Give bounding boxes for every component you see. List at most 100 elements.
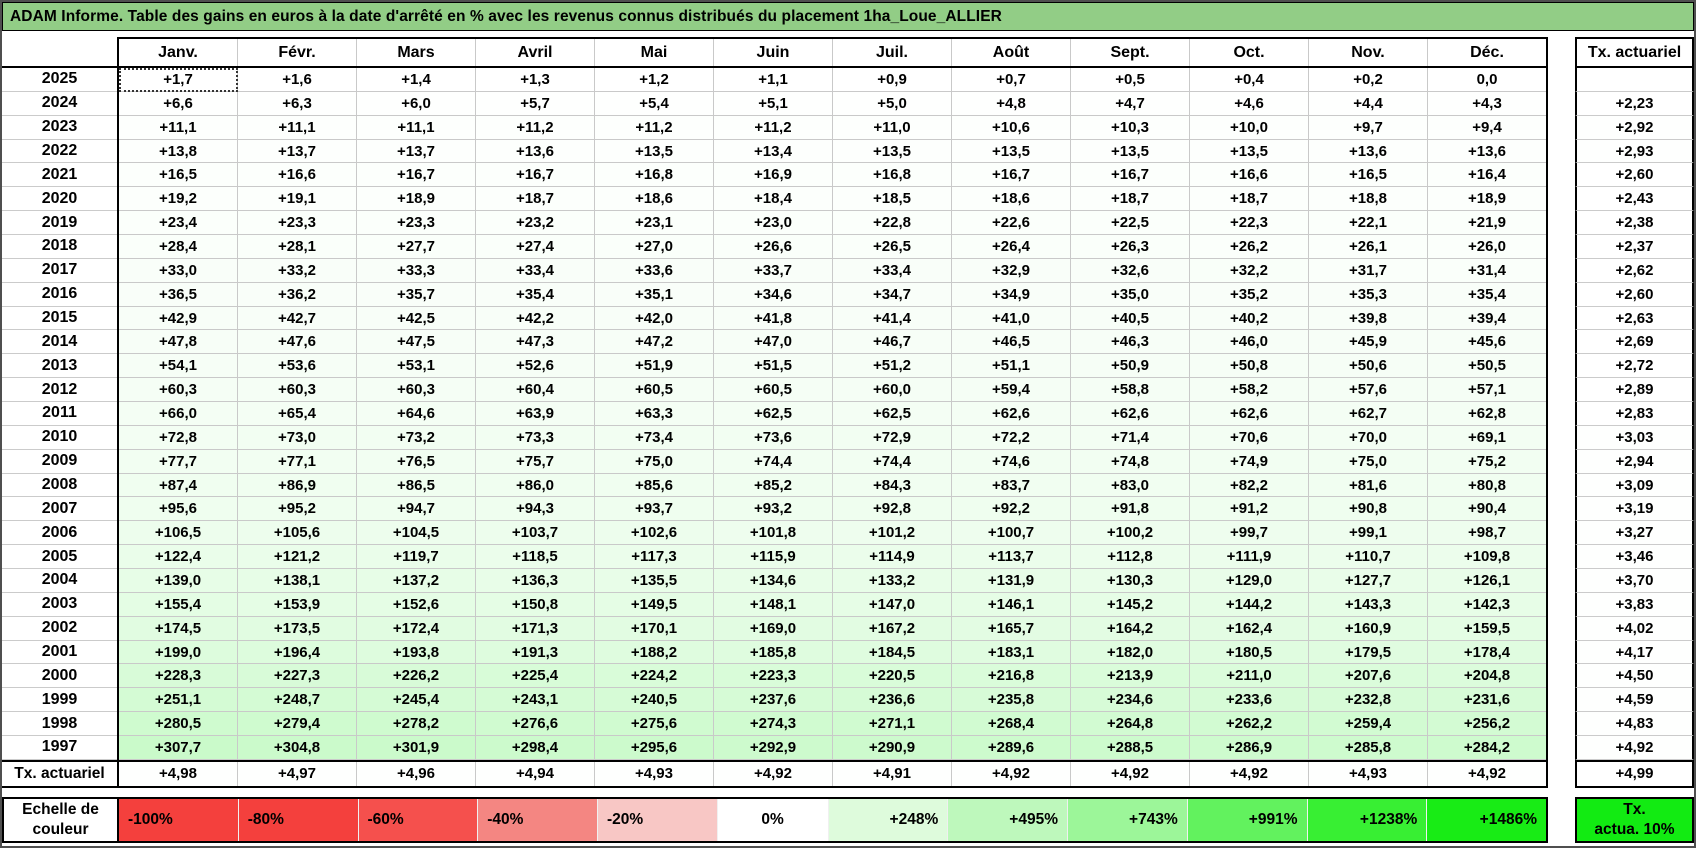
cell-2012-août[interactable]: +59,4 xyxy=(952,378,1071,403)
year-label-2006[interactable]: 2006 xyxy=(2,521,117,546)
cell-2013-sept[interactable]: +50,9 xyxy=(1071,354,1190,379)
cell-2014-août[interactable]: +46,5 xyxy=(952,330,1071,355)
cell-2017-juin[interactable]: +33,7 xyxy=(714,258,833,283)
cell-1997-nov[interactable]: +285,8 xyxy=(1309,736,1428,760)
cell-2006-janv[interactable]: +106,5 xyxy=(119,521,238,546)
footer-cell-juil[interactable]: +4,91 xyxy=(833,761,952,786)
cell-2017-nov[interactable]: +31,7 xyxy=(1309,258,1428,283)
cell-2015-mai[interactable]: +42,0 xyxy=(595,306,714,331)
cell-2012-déc[interactable]: +57,1 xyxy=(1428,378,1546,403)
cell-2004-mars[interactable]: +137,2 xyxy=(357,569,476,593)
year-label-2010[interactable]: 2010 xyxy=(2,425,117,450)
cell-2007-mars[interactable]: +94,7 xyxy=(357,497,476,522)
cell-2021-nov[interactable]: +16,5 xyxy=(1309,163,1428,188)
cell-2025-juil[interactable]: +0,9 xyxy=(833,68,952,92)
cell-2008-août[interactable]: +83,7 xyxy=(952,473,1071,498)
cell-2020-juil[interactable]: +18,5 xyxy=(833,187,952,212)
tx-actuariel-2012[interactable]: +2,89 xyxy=(1575,378,1694,403)
cell-2006-mars[interactable]: +104,5 xyxy=(357,521,476,546)
cell-2012-nov[interactable]: +57,6 xyxy=(1309,378,1428,403)
cell-2023-avril[interactable]: +11,2 xyxy=(476,115,595,140)
cell-2009-déc[interactable]: +75,2 xyxy=(1428,449,1546,474)
cell-2015-janv[interactable]: +42,9 xyxy=(119,306,238,331)
cell-2003-avril[interactable]: +150,8 xyxy=(476,592,595,617)
cell-2015-déc[interactable]: +39,4 xyxy=(1428,306,1546,331)
cell-2013-janv[interactable]: +54,1 xyxy=(119,354,238,379)
cell-2025-sept[interactable]: +0,5 xyxy=(1071,68,1190,92)
cell-2009-mars[interactable]: +76,5 xyxy=(357,449,476,474)
cell-2002-mai[interactable]: +170,1 xyxy=(595,616,714,641)
cell-2009-août[interactable]: +74,6 xyxy=(952,449,1071,474)
cell-1997-oct[interactable]: +286,9 xyxy=(1190,736,1309,760)
cell-2019-nov[interactable]: +22,1 xyxy=(1309,211,1428,236)
cell-2005-nov[interactable]: +110,7 xyxy=(1309,545,1428,570)
month-header-mai[interactable]: Mai xyxy=(595,39,714,66)
tx-actuariel-2007[interactable]: +3,19 xyxy=(1575,497,1694,522)
year-label-2019[interactable]: 2019 xyxy=(2,211,117,236)
cell-2005-août[interactable]: +113,7 xyxy=(952,545,1071,570)
cell-2019-juil[interactable]: +22,8 xyxy=(833,211,952,236)
cell-2016-oct[interactable]: +35,2 xyxy=(1190,282,1309,307)
cell-2025-juin[interactable]: +1,1 xyxy=(714,68,833,92)
cell-2024-sept[interactable]: +4,7 xyxy=(1071,91,1190,116)
cell-2020-avril[interactable]: +18,7 xyxy=(476,187,595,212)
cell-2017-août[interactable]: +32,9 xyxy=(952,258,1071,283)
footer-cell-déc[interactable]: +4,92 xyxy=(1428,761,1546,786)
cell-2011-avril[interactable]: +63,9 xyxy=(476,402,595,426)
cell-2002-août[interactable]: +165,7 xyxy=(952,616,1071,641)
cell-2025-mai[interactable]: +1,2 xyxy=(595,68,714,92)
tx-actuariel-2000[interactable]: +4,50 xyxy=(1575,664,1694,689)
cell-2018-avril[interactable]: +27,4 xyxy=(476,235,595,259)
tx-actuariel-2011[interactable]: +2,83 xyxy=(1575,402,1694,426)
cell-1998-juil[interactable]: +271,1 xyxy=(833,712,952,737)
cell-2010-mars[interactable]: +73,2 xyxy=(357,425,476,450)
cell-2007-août[interactable]: +92,2 xyxy=(952,497,1071,522)
cell-2023-juil[interactable]: +11,0 xyxy=(833,115,952,140)
cell-2008-mars[interactable]: +86,5 xyxy=(357,473,476,498)
cell-2001-sept[interactable]: +182,0 xyxy=(1071,640,1190,665)
cell-1998-juin[interactable]: +274,3 xyxy=(714,712,833,737)
cell-2009-nov[interactable]: +75,0 xyxy=(1309,449,1428,474)
tx-actuariel-2019[interactable]: +2,38 xyxy=(1575,211,1694,236)
tx-actuariel-2017[interactable]: +2,62 xyxy=(1575,258,1694,283)
cell-2011-oct[interactable]: +62,6 xyxy=(1190,402,1309,426)
cell-2003-août[interactable]: +146,1 xyxy=(952,592,1071,617)
cell-2023-mai[interactable]: +11,2 xyxy=(595,115,714,140)
cell-2004-sept[interactable]: +130,3 xyxy=(1071,569,1190,593)
cell-2000-juin[interactable]: +223,3 xyxy=(714,664,833,689)
cell-2015-juil[interactable]: +41,4 xyxy=(833,306,952,331)
cell-2024-mai[interactable]: +5,4 xyxy=(595,91,714,116)
cell-2014-mai[interactable]: +47,2 xyxy=(595,330,714,355)
cell-2017-juil[interactable]: +33,4 xyxy=(833,258,952,283)
legend-cell-743[interactable]: +743% xyxy=(1068,798,1188,841)
cell-2020-août[interactable]: +18,6 xyxy=(952,187,1071,212)
cell-2020-déc[interactable]: +18,9 xyxy=(1428,187,1546,212)
legend-cell-1486[interactable]: +1486% xyxy=(1427,798,1546,841)
legend-cell-1238[interactable]: +1238% xyxy=(1307,798,1428,841)
cell-2012-juil[interactable]: +60,0 xyxy=(833,378,952,403)
cell-2011-août[interactable]: +62,6 xyxy=(952,402,1071,426)
cell-2000-sept[interactable]: +213,9 xyxy=(1071,664,1190,689)
cell-1997-avril[interactable]: +298,4 xyxy=(476,736,595,760)
cell-2014-janv[interactable]: +47,8 xyxy=(119,330,238,355)
tx-actuariel-2002[interactable]: +4,02 xyxy=(1575,616,1694,641)
tx-actuariel-2016[interactable]: +2,60 xyxy=(1575,282,1694,307)
cell-2022-févr[interactable]: +13,7 xyxy=(238,139,357,164)
cell-2024-oct[interactable]: +4,6 xyxy=(1190,91,1309,116)
cell-2024-janv[interactable]: +6,6 xyxy=(119,91,238,116)
cell-2018-sept[interactable]: +26,3 xyxy=(1071,235,1190,259)
cell-2006-août[interactable]: +100,7 xyxy=(952,521,1071,546)
cell-2024-juin[interactable]: +5,1 xyxy=(714,91,833,116)
cell-2015-sept[interactable]: +40,5 xyxy=(1071,306,1190,331)
tx-actuariel-2020[interactable]: +2,43 xyxy=(1575,187,1694,212)
cell-2019-févr[interactable]: +23,3 xyxy=(238,211,357,236)
year-label-2012[interactable]: 2012 xyxy=(2,378,117,403)
cell-1998-nov[interactable]: +259,4 xyxy=(1309,712,1428,737)
cell-2011-févr[interactable]: +65,4 xyxy=(238,402,357,426)
cell-2003-juil[interactable]: +147,0 xyxy=(833,592,952,617)
cell-2004-mai[interactable]: +135,5 xyxy=(595,569,714,593)
cell-2021-févr[interactable]: +16,6 xyxy=(238,163,357,188)
cell-2021-janv[interactable]: +16,5 xyxy=(119,163,238,188)
cell-2001-juin[interactable]: +185,8 xyxy=(714,640,833,665)
cell-2016-déc[interactable]: +35,4 xyxy=(1428,282,1546,307)
